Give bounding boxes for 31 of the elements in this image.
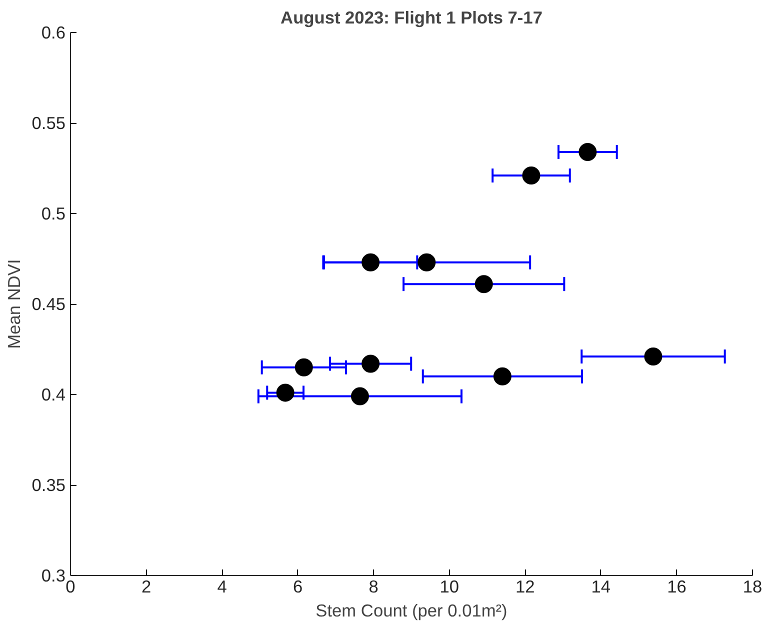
point [294,358,313,376]
x-tick-label: 0 [66,576,76,596]
point [350,387,369,406]
y-tick-label: 0.35 [32,475,66,495]
point [493,367,512,386]
x-tick-label: 16 [667,576,686,596]
point [522,166,540,184]
y-tick-label: 0.6 [41,22,66,42]
point [644,348,662,366]
x-tick-label: 6 [293,576,303,596]
x-tick-label: 10 [440,576,460,596]
x-axis-title: Stem Count (per 0.01m²) [316,600,508,620]
y-tick-label: 0.3 [41,566,66,586]
x-tick-label: 14 [591,576,611,596]
point [362,354,380,373]
x-tick-label: 12 [516,576,535,596]
y-axis-title: Mean NDVI [4,259,24,349]
x-tick-label: 2 [141,576,152,596]
point [276,384,294,402]
chart-title: August 2023: Flight 1 Plots 7-17 [280,8,542,28]
y-tick-label: 0.45 [32,294,66,314]
y-tick-label: 0.4 [41,384,66,404]
x-tick-label: 4 [217,576,228,596]
y-tick-label: 0.5 [41,204,66,224]
y-tick-label: 0.55 [32,113,66,133]
x-tick-label: 18 [742,576,762,596]
point [362,253,380,272]
x-tick-label: 8 [368,576,378,596]
point [418,253,436,272]
point [578,142,597,161]
point [474,275,493,294]
